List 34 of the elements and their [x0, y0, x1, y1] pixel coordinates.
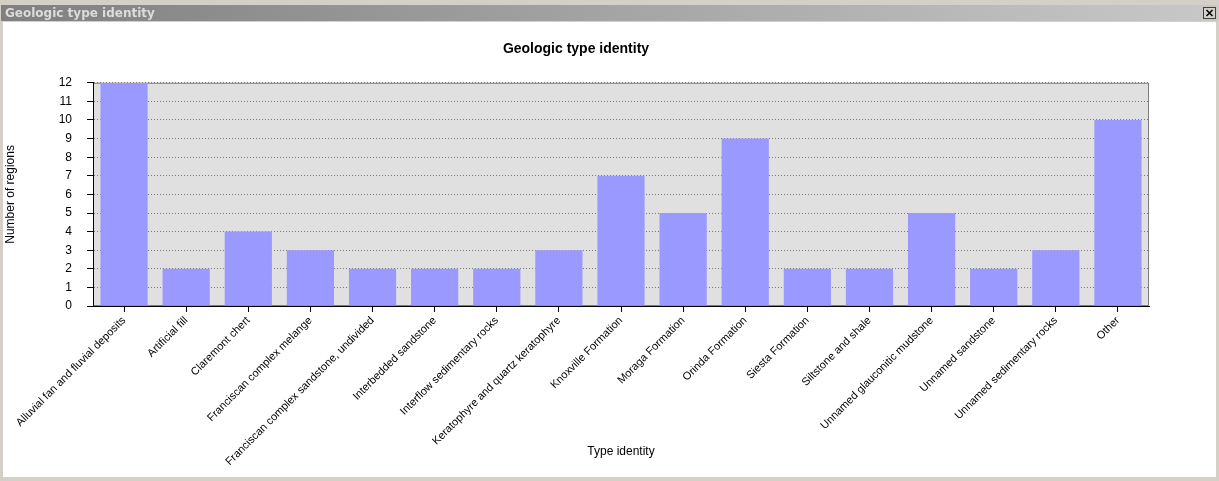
bar: [535, 250, 583, 306]
bar: [411, 268, 459, 306]
y-tick-label: 7: [65, 168, 73, 183]
bar: [286, 250, 335, 306]
bar: [473, 268, 521, 306]
bar: [100, 82, 148, 306]
y-tick-label: 10: [58, 112, 73, 127]
y-tick-label: 8: [65, 149, 73, 164]
y-tick-label: 1: [65, 279, 73, 294]
y-tick-label: 11: [59, 93, 73, 108]
y-tick-label: 9: [65, 130, 73, 145]
bar: [597, 175, 645, 306]
y-tick-label: 3: [65, 242, 73, 257]
bar: [659, 213, 707, 306]
y-axis-title: Number of regions: [2, 145, 17, 244]
y-tick-label: 12: [58, 75, 73, 90]
bar: [224, 231, 272, 306]
y-tick-label: 6: [65, 186, 73, 201]
bar: [721, 138, 769, 306]
x-axis-title: Type identity: [587, 444, 655, 459]
bar: [970, 268, 1018, 306]
bar: [162, 268, 210, 306]
y-tick-label: 5: [65, 205, 73, 220]
bar: [845, 268, 894, 306]
bar: [1094, 120, 1142, 306]
y-tick-label: 2: [65, 261, 73, 276]
y-tick-label: 4: [65, 223, 73, 238]
bar: [783, 268, 831, 306]
bar: [907, 213, 956, 306]
y-tick-label: 0: [65, 298, 73, 313]
bar: [1032, 250, 1080, 306]
chart-title: Geologic type identity: [5, 6, 155, 20]
chart-title: Geologic type identity: [502, 40, 650, 57]
bar: [348, 268, 397, 306]
